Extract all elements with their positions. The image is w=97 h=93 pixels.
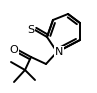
Text: O: O — [10, 45, 18, 55]
Text: N: N — [55, 47, 63, 57]
Text: S: S — [27, 25, 35, 35]
